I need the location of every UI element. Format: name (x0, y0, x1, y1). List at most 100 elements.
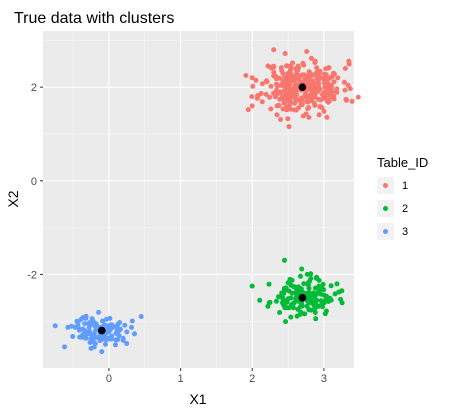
data-point (91, 335, 97, 341)
data-point (87, 321, 93, 327)
data-point (305, 106, 311, 112)
data-point (103, 323, 109, 329)
data-point (309, 55, 314, 61)
data-point (109, 333, 115, 339)
data-point (52, 323, 58, 329)
data-point (124, 329, 130, 335)
data-point (312, 310, 318, 315)
data-point (315, 88, 321, 94)
data-point (325, 99, 331, 105)
data-point (104, 316, 109, 322)
data-point (323, 72, 329, 78)
data-points (52, 47, 361, 355)
data-point (334, 89, 340, 95)
data-point (282, 257, 287, 263)
data-point (318, 104, 324, 110)
data-point (307, 70, 313, 76)
centroid-point (298, 83, 307, 91)
legend-label: 2 (402, 203, 408, 215)
data-point (276, 294, 281, 300)
data-point (114, 323, 120, 329)
centroid-point (98, 326, 106, 335)
data-point (313, 275, 319, 281)
data-point (273, 81, 279, 87)
data-point (294, 92, 300, 97)
chart-title: True data with clusters (14, 10, 174, 27)
data-point (93, 323, 99, 328)
data-point (325, 89, 331, 95)
data-point (274, 76, 279, 82)
data-point (287, 106, 293, 112)
data-point (308, 307, 314, 313)
legend-label: 3 (402, 226, 408, 238)
data-point (278, 65, 284, 71)
data-point (87, 329, 93, 335)
data-point (124, 341, 130, 346)
data-point (288, 314, 294, 320)
data-point (298, 273, 303, 279)
data-point (328, 283, 334, 289)
data-point (264, 79, 270, 85)
data-point (263, 91, 269, 97)
data-point (299, 266, 305, 272)
data-point (274, 91, 280, 97)
data-point (284, 63, 289, 69)
data-point (302, 311, 308, 317)
data-point (301, 62, 307, 68)
data-point (113, 342, 118, 348)
data-point (291, 107, 297, 113)
y-tick-label: -2 (27, 269, 37, 281)
data-point (249, 94, 255, 100)
data-point (301, 281, 307, 287)
data-point (100, 318, 105, 324)
data-point (315, 290, 321, 296)
data-point (285, 116, 291, 122)
data-point (323, 308, 329, 314)
data-point (245, 107, 251, 113)
legend: 1 2 3 (377, 177, 408, 240)
data-point (331, 70, 336, 76)
data-point (342, 65, 348, 71)
data-point (303, 73, 309, 79)
data-point (293, 294, 299, 300)
data-point (312, 94, 317, 100)
data-point (314, 65, 320, 71)
legend-symbol (383, 183, 388, 188)
data-point (289, 277, 295, 283)
x-axis-ticks: 0 1 2 3 (106, 368, 327, 385)
data-point (96, 309, 102, 315)
data-point (259, 99, 265, 105)
data-point (280, 296, 286, 302)
data-point (290, 60, 296, 66)
legend-title: Table_ID (377, 155, 428, 170)
data-point (83, 335, 89, 341)
data-point (355, 94, 361, 100)
data-point (103, 341, 108, 347)
data-point (129, 318, 135, 324)
y-tick-label: 0 (31, 176, 37, 188)
data-point (286, 92, 292, 98)
data-point (274, 112, 280, 118)
data-point (271, 69, 277, 75)
data-point (320, 281, 326, 287)
data-point (277, 310, 283, 315)
data-point (122, 322, 128, 328)
data-point (99, 349, 105, 355)
data-point (116, 333, 122, 339)
data-point (62, 344, 67, 350)
data-point (283, 319, 289, 325)
data-point (285, 85, 291, 91)
data-point (249, 283, 255, 289)
data-point (316, 112, 322, 118)
data-point (138, 314, 144, 319)
x-tick-label: 2 (249, 373, 255, 385)
data-point (88, 345, 94, 351)
y-axis-ticks: -2 0 2 (27, 82, 43, 281)
data-point (295, 285, 301, 291)
data-point (257, 297, 263, 303)
data-point (79, 333, 85, 338)
data-point (75, 320, 81, 326)
data-point (295, 306, 301, 312)
x-tick-label: 1 (178, 373, 184, 385)
data-point (91, 331, 97, 336)
